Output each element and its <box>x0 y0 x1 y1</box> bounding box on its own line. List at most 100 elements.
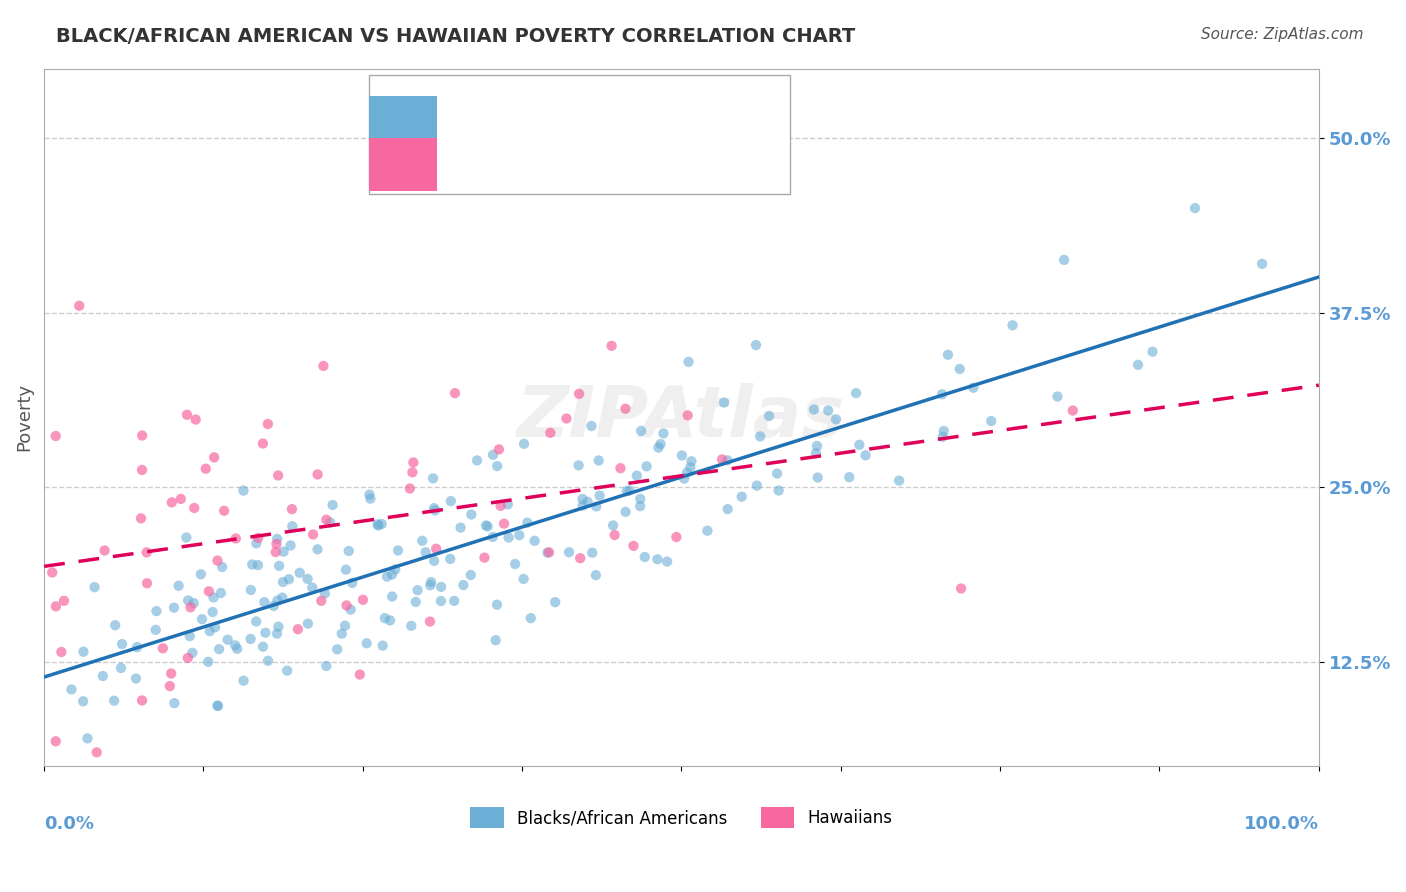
Point <box>254 625 277 640</box>
Point <box>367 518 389 533</box>
FancyBboxPatch shape <box>370 76 790 194</box>
Point <box>131 463 153 477</box>
Text: Source: ZipAtlas.com: Source: ZipAtlas.com <box>1201 27 1364 42</box>
Point <box>1184 201 1206 215</box>
Point <box>614 505 637 519</box>
Point <box>302 527 325 541</box>
Point <box>571 491 593 506</box>
Point <box>271 591 294 605</box>
Point <box>588 453 610 467</box>
Point <box>384 562 406 576</box>
Point <box>217 632 239 647</box>
Point <box>485 633 508 648</box>
Point <box>634 549 657 564</box>
Point <box>411 533 433 548</box>
FancyBboxPatch shape <box>370 96 437 149</box>
Point <box>538 425 561 440</box>
Point <box>1001 318 1024 333</box>
Point <box>381 567 404 582</box>
Point <box>430 594 453 608</box>
Point <box>453 578 475 592</box>
Legend: Blacks/African Americans, Hawaiians: Blacks/African Americans, Hawaiians <box>471 807 893 828</box>
Point <box>359 488 381 502</box>
Point <box>745 338 768 352</box>
Point <box>269 558 291 573</box>
Point <box>337 544 360 558</box>
Point <box>263 599 285 613</box>
Point <box>281 519 304 533</box>
Point <box>423 503 446 517</box>
Point <box>197 655 219 669</box>
Point <box>931 387 953 401</box>
Point <box>307 542 329 557</box>
Point <box>679 460 702 475</box>
Point <box>267 620 290 634</box>
Point <box>758 409 780 423</box>
Point <box>628 499 651 513</box>
Point <box>127 640 149 655</box>
Point <box>425 541 447 556</box>
Point <box>247 531 270 545</box>
Point <box>803 402 825 417</box>
Point <box>745 478 768 492</box>
Point <box>204 620 226 634</box>
Point <box>423 501 446 516</box>
Text: BLACK/AFRICAN AMERICAN VS HAWAIIAN POVERTY CORRELATION CHART: BLACK/AFRICAN AMERICAN VS HAWAIIAN POVER… <box>56 27 855 45</box>
Point <box>381 590 404 604</box>
Point <box>671 449 693 463</box>
Point <box>568 386 591 401</box>
Point <box>307 467 329 482</box>
Point <box>482 448 505 462</box>
Point <box>333 618 356 632</box>
Point <box>45 599 67 614</box>
Point <box>91 669 114 683</box>
Point <box>371 639 394 653</box>
Point <box>176 531 198 545</box>
Point <box>581 546 603 560</box>
Point <box>636 459 658 474</box>
Point <box>177 593 200 607</box>
Point <box>581 419 603 434</box>
Point <box>183 500 205 515</box>
Point <box>60 682 83 697</box>
Point <box>460 508 482 522</box>
Point <box>239 632 262 646</box>
Point <box>152 641 174 656</box>
Point <box>191 612 214 626</box>
Point <box>253 595 276 609</box>
Point <box>322 498 344 512</box>
Point <box>678 355 700 369</box>
Point <box>855 448 877 462</box>
Point <box>568 458 591 473</box>
Point <box>45 429 67 443</box>
Point <box>422 471 444 485</box>
Point <box>245 536 267 550</box>
Point <box>131 693 153 707</box>
Point <box>804 446 827 460</box>
Point <box>276 664 298 678</box>
Point <box>370 516 392 531</box>
Point <box>45 734 67 748</box>
Point <box>160 495 183 509</box>
Point <box>516 516 538 530</box>
Point <box>536 546 558 560</box>
Point <box>145 604 167 618</box>
Point <box>766 467 789 481</box>
Point <box>76 731 98 746</box>
Point <box>273 544 295 558</box>
Point <box>588 489 610 503</box>
Point <box>711 452 734 467</box>
Point <box>224 638 246 652</box>
Point <box>190 567 212 582</box>
Point <box>405 595 427 609</box>
Point <box>889 474 911 488</box>
Point <box>257 654 280 668</box>
Point <box>848 438 870 452</box>
Point <box>1053 252 1076 267</box>
Point <box>207 553 229 567</box>
Point <box>207 698 229 713</box>
Point <box>110 661 132 675</box>
Point <box>170 491 193 506</box>
Point <box>252 436 274 450</box>
Point <box>330 626 353 640</box>
